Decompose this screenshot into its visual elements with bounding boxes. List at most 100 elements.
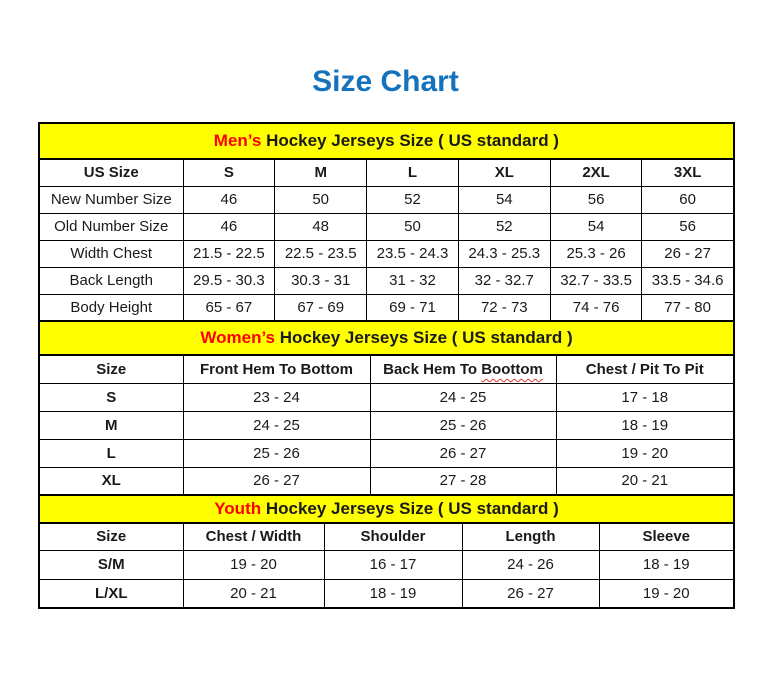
column-header: Size [38, 522, 184, 551]
page-title: Size Chart [312, 65, 459, 98]
column-header: Chest / Pit To Pit [555, 354, 735, 384]
youth-column-header-row: Size Chest / Width Shoulder Length Sleev… [38, 522, 735, 551]
mens-section-header-row: Men’s Hockey Jerseys Size ( US standard … [38, 122, 735, 160]
table-row: S 23 - 24 24 - 25 17 - 18 [38, 382, 735, 412]
table-row: New Number Size 46 50 52 54 56 60 [38, 185, 735, 214]
size-cell: 24.3 - 25.3 [457, 239, 551, 268]
size-cell: 19 - 20 [555, 438, 735, 468]
size-cell: 25 - 26 [182, 438, 371, 468]
row-label: L [38, 438, 184, 468]
column-header: Chest / Width [182, 522, 325, 551]
womens-section-header-band: Women’s Hockey Jerseys Size ( US standar… [37, 320, 736, 356]
row-label: S/M [38, 549, 184, 580]
womens-column-header-row: Size Front Hem To Bottom Back Hem To Boo… [38, 354, 735, 384]
size-cell: 25.3 - 26 [549, 239, 643, 268]
column-header: Length [461, 522, 600, 551]
womens-section-title: Hockey Jerseys Size ( US standard ) [279, 328, 573, 347]
size-cell: 52 [457, 212, 551, 241]
size-cell: 46 [182, 212, 276, 241]
size-cell: 22.5 - 23.5 [274, 239, 368, 268]
size-cell: 19 - 20 [182, 549, 325, 580]
size-cell: 69 - 71 [366, 293, 459, 322]
size-cell: 26 - 27 [369, 438, 557, 468]
youth-section-title: Hockey Jerseys Size ( US standard ) [265, 499, 559, 518]
size-cell: 24 - 26 [461, 549, 600, 580]
column-header: Size [38, 354, 184, 384]
womens-section-highlight: Women’s [200, 328, 275, 347]
mens-column-header-row: US Size S M L XL 2XL 3XL [38, 158, 735, 187]
table-row: Old Number Size 46 48 50 52 54 56 [38, 212, 735, 241]
size-cell: 16 - 17 [323, 549, 463, 580]
size-cell: 26 - 27 [182, 466, 371, 496]
size-cell: 30.3 - 31 [274, 266, 368, 295]
size-cell: 20 - 21 [182, 578, 325, 609]
table-row: L/XL 20 - 21 18 - 19 26 - 27 19 - 20 [38, 578, 735, 609]
size-cell: 56 [549, 185, 643, 214]
size-cell: 50 [366, 212, 459, 241]
column-header: Sleeve [598, 522, 735, 551]
size-cell: 19 - 20 [598, 578, 735, 609]
size-cell: 74 - 76 [549, 293, 643, 322]
size-cell: 17 - 18 [555, 382, 735, 412]
column-header: L [366, 158, 459, 187]
spellcheck-wavy-word: Boottom [481, 360, 543, 378]
row-label: L/XL [38, 578, 184, 609]
mens-section-highlight: Men’s [213, 131, 262, 150]
mens-size-table: Men’s Hockey Jerseys Size ( US standard … [38, 122, 735, 322]
womens-size-table: Women’s Hockey Jerseys Size ( US standar… [37, 320, 736, 496]
size-cell: 67 - 69 [274, 293, 368, 322]
size-cell: 20 - 21 [555, 466, 735, 496]
size-chart-page: Size Chart Men’s Hockey Jerseys Size ( U… [37, 62, 736, 609]
row-label: Back Length [38, 266, 184, 295]
size-cell: 77 - 80 [641, 293, 735, 322]
youth-section-header-band: Youth Hockey Jerseys Size ( US standard … [37, 494, 736, 524]
row-label: Old Number Size [38, 212, 184, 241]
size-cell: 72 - 73 [457, 293, 551, 322]
table-row: XL 26 - 27 27 - 28 20 - 21 [38, 466, 735, 496]
table-row: Back Length 29.5 - 30.3 30.3 - 31 31 - 3… [38, 266, 735, 295]
size-cell: 26 - 27 [461, 578, 600, 609]
youth-section-header-row: Youth Hockey Jerseys Size ( US standard … [37, 494, 736, 524]
size-cell: 60 [641, 185, 735, 214]
size-cell: 33.5 - 34.6 [641, 266, 735, 295]
size-cell: 54 [457, 185, 551, 214]
size-cell: 29.5 - 30.3 [182, 266, 276, 295]
column-header: S [182, 158, 276, 187]
column-header-text: Back Hem To [383, 360, 478, 378]
size-cell: 31 - 32 [366, 266, 459, 295]
table-row: L 25 - 26 26 - 27 19 - 20 [38, 438, 735, 468]
table-row: S/M 19 - 20 16 - 17 24 - 26 18 - 19 [38, 549, 735, 580]
column-header: Front Hem To Bottom [182, 354, 371, 384]
table-row: M 24 - 25 25 - 26 18 - 19 [38, 410, 735, 440]
mens-section-title: Hockey Jerseys Size ( US standard ) [266, 131, 559, 150]
table-row: Width Chest 21.5 - 22.5 22.5 - 23.5 23.5… [38, 239, 735, 268]
womens-section-header-row: Women’s Hockey Jerseys Size ( US standar… [37, 320, 736, 356]
size-cell: 18 - 19 [323, 578, 463, 609]
youth-size-table: Youth Hockey Jerseys Size ( US standard … [37, 494, 736, 609]
row-label: Body Height [38, 293, 184, 322]
row-label: M [38, 410, 184, 440]
size-cell: 24 - 25 [182, 410, 371, 440]
size-cell: 56 [641, 212, 735, 241]
column-header: 2XL [549, 158, 643, 187]
row-label: XL [38, 466, 184, 496]
size-cell: 50 [274, 185, 368, 214]
mens-section-header-band: Men’s Hockey Jerseys Size ( US standard … [38, 122, 735, 160]
size-cell: 32 - 32.7 [457, 266, 551, 295]
column-header: Shoulder [323, 522, 463, 551]
table-row: Body Height 65 - 67 67 - 69 69 - 71 72 -… [38, 293, 735, 322]
size-cell: 65 - 67 [182, 293, 276, 322]
size-cell: 18 - 19 [598, 549, 735, 580]
youth-section-highlight: Youth [214, 499, 262, 518]
size-cell: 32.7 - 33.5 [549, 266, 643, 295]
row-label: S [38, 382, 184, 412]
row-label: Width Chest [38, 239, 184, 268]
size-cell: 23.5 - 24.3 [366, 239, 459, 268]
size-cell: 52 [366, 185, 459, 214]
size-cell: 27 - 28 [369, 466, 557, 496]
size-cell: 26 - 27 [641, 239, 735, 268]
column-header: 3XL [641, 158, 735, 187]
size-cell: 18 - 19 [555, 410, 735, 440]
size-cell: 46 [182, 185, 276, 214]
column-header: US Size [38, 158, 184, 187]
